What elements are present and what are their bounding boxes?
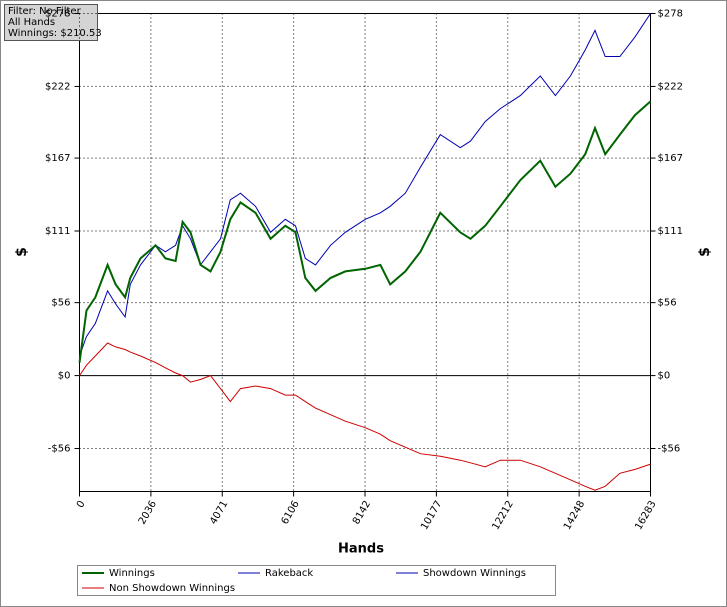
annotation: Winnings: $210.53: [8, 28, 102, 39]
annotation: All Hands: [8, 17, 55, 28]
annotation-bg: [4, 4, 98, 41]
y-tick-label: $111: [45, 226, 70, 237]
legend-label: Showdown Winnings: [423, 568, 526, 579]
y-tick-label-right: $0: [658, 371, 671, 382]
y-tick-label: $278: [45, 9, 70, 20]
x-axis-label: Hands: [338, 542, 384, 557]
legend-label: Winnings: [109, 568, 155, 579]
y-tick-label: $0: [58, 371, 71, 382]
annotation-box: Filter: No Filter All Hands Winnings: $2…: [4, 4, 102, 41]
annotation: Filter: No Filter: [8, 6, 82, 17]
y-tick-label: $222: [45, 81, 70, 92]
plot-area: [79, 13, 651, 492]
legend-label: Non Showdown Winnings: [109, 583, 235, 594]
y-tick-label-right: -$56: [658, 444, 681, 455]
y-tick-label: $56: [51, 298, 70, 309]
legend-label: Rakeback: [265, 568, 313, 579]
legend: [77, 565, 556, 596]
series-line: [79, 342, 651, 491]
y-tick-label: $167: [45, 153, 70, 164]
x-tick-label: 0: [75, 499, 88, 510]
y-tick-label: -$56: [48, 444, 71, 455]
y-axis-label-right: $: [697, 247, 713, 257]
y-tick-label-right: $111: [658, 226, 683, 237]
y-tick-label-right: $222: [658, 81, 683, 92]
y-tick-label-right: $167: [658, 153, 683, 164]
y-axis-label: $: [14, 247, 30, 257]
y-tick-label-right: $56: [658, 298, 677, 309]
series-line: [79, 13, 651, 357]
series-line: [78, 100, 652, 363]
y-tick-label-right: $278: [658, 9, 683, 20]
